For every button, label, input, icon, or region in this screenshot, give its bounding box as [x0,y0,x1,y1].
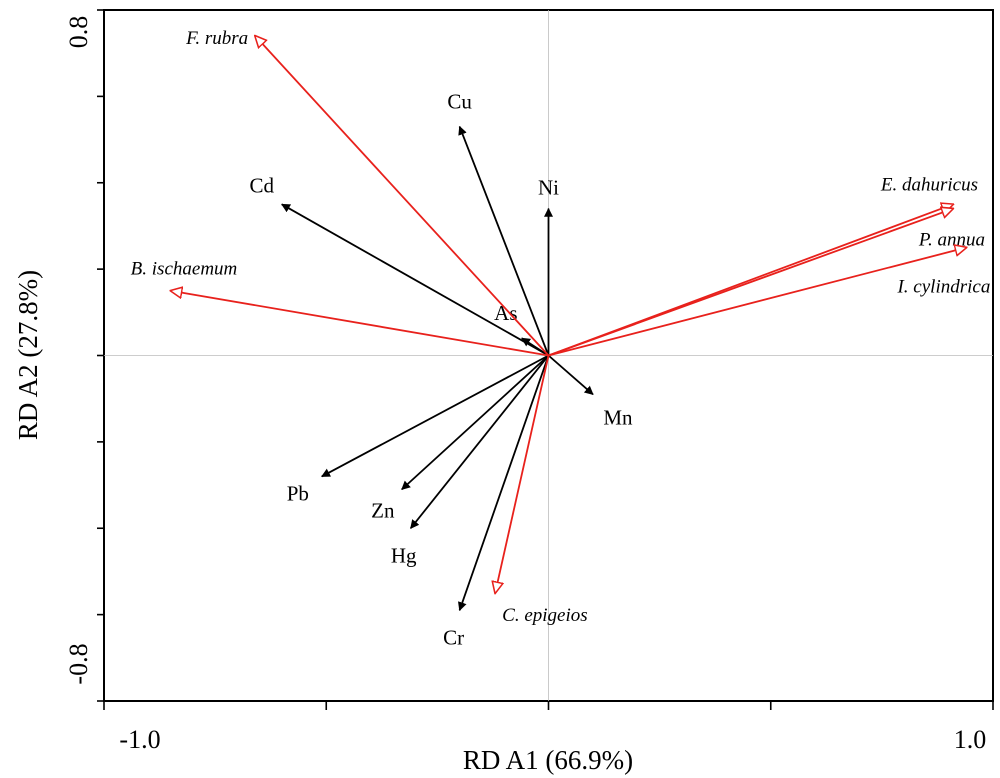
env-label-pb: Pb [287,481,309,505]
env-label-cd: Cd [250,173,275,197]
environmental-vectors: Cu Ni Cd As Mn Pb Zn Hg Cr [250,90,633,650]
species-arrow-b-ischaemum [171,291,549,357]
species-label-i-cylindrica: I. cylindrica [896,277,990,298]
env-label-zn: Zn [371,498,395,522]
species-label-p-annua: P. annua [918,230,985,251]
x-tick-label-max: 1.0 [954,725,987,754]
env-label-ni: Ni [538,176,559,200]
species-label-e-dahuricus: E. dahuricus [880,174,978,195]
species-arrow-p-annua [548,209,953,357]
axis-ticks [97,9,994,710]
env-arrow-mn [547,354,594,396]
y-axis-title: RD A2 (27.8%) [13,270,43,440]
species-arrow-f-rubra [255,36,550,357]
y-tick-label-min: -0.8 [64,643,93,684]
env-arrow-cd [281,203,549,357]
env-label-as: As [494,301,517,325]
env-label-cu: Cu [447,90,472,114]
env-arrow-as [521,337,549,357]
env-arrow-cu [458,125,550,356]
species-label-c-epigeios: C. epigeios [502,605,588,626]
env-arrow-cr [458,355,550,612]
species-label-b-ischaemum: B. ischaemum [131,259,238,280]
y-tick-label-max: 0.8 [64,16,93,49]
species-vectors: F. rubra B. ischaemum E. dahuricus P. annua… [131,28,991,626]
x-axis-title: RD A1 (66.9%) [463,745,633,775]
species-arrow-c-epigeios [495,355,550,594]
env-arrow-hg [410,354,550,529]
env-arrow-zn [401,354,550,491]
species-arrow-i-cylindrica [548,248,967,357]
env-label-cr: Cr [443,625,464,649]
x-tick-label-min: -1.0 [119,725,160,754]
env-label-hg: Hg [391,543,417,567]
env-label-mn: Mn [603,405,633,429]
species-label-f-rubra: F. rubra [185,28,248,49]
env-arrow-pb [321,354,549,478]
